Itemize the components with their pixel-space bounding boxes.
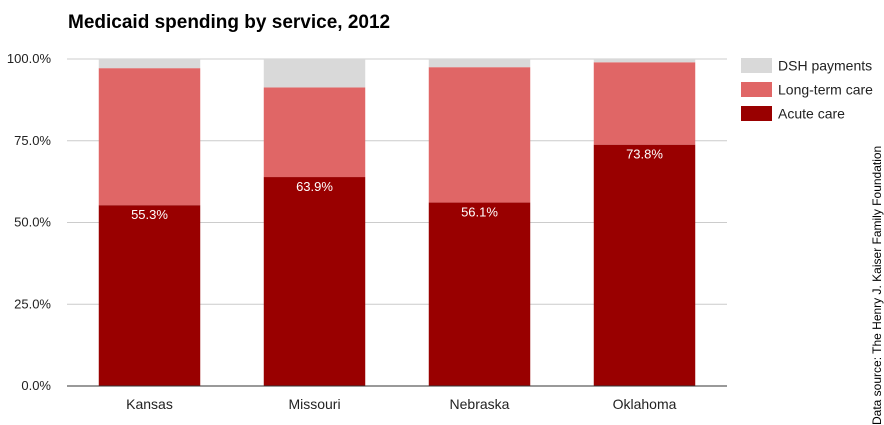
y-tick-label: 25.0% bbox=[14, 296, 51, 311]
data-label: 73.8% bbox=[626, 147, 663, 162]
bar-segment bbox=[98, 205, 201, 386]
bars: 55.3% 63.9% 56.1% 73.8% bbox=[98, 59, 696, 386]
y-tick-label: 100.0% bbox=[7, 51, 52, 66]
x-category-label: Nebraska bbox=[450, 396, 510, 412]
data-label: 56.1% bbox=[461, 205, 498, 220]
data-source-label: Data source: The Henry J. Kaiser Family … bbox=[870, 146, 884, 425]
bar-segment bbox=[428, 202, 531, 386]
legend-label: Long-term care bbox=[778, 82, 873, 98]
bar-segment bbox=[593, 59, 696, 63]
x-category-label: Oklahoma bbox=[613, 396, 677, 412]
bar-segment bbox=[98, 59, 201, 69]
data-label: 55.3% bbox=[131, 207, 168, 222]
bar-segment bbox=[428, 67, 531, 203]
y-tick-label: 50.0% bbox=[14, 215, 51, 230]
x-category-label: Kansas bbox=[126, 396, 173, 412]
legend: DSH payments Long-term care Acute care bbox=[741, 58, 873, 122]
bar-segment bbox=[98, 68, 201, 206]
bar-segment bbox=[593, 144, 696, 386]
bar-segment bbox=[593, 62, 696, 145]
bar-segment bbox=[263, 59, 366, 88]
data-label: 63.9% bbox=[296, 179, 333, 194]
y-tick-label: 0.0% bbox=[21, 378, 51, 393]
x-category-label: Missouri bbox=[288, 396, 340, 412]
bar-segment bbox=[428, 59, 531, 68]
legend-swatch bbox=[741, 82, 772, 97]
axes: 0.0% 25.0% 50.0% 75.0% 100.0% Kansas Missouri N… bbox=[7, 51, 727, 412]
legend-swatch bbox=[741, 106, 772, 121]
bar-segment bbox=[263, 177, 366, 386]
legend-label: DSH payments bbox=[778, 58, 872, 74]
y-tick-label: 75.0% bbox=[14, 133, 51, 148]
chart-title: Medicaid spending by service, 2012 bbox=[68, 12, 391, 33]
legend-swatch bbox=[741, 58, 772, 73]
bar-segment bbox=[263, 87, 366, 178]
legend-label: Acute care bbox=[778, 106, 845, 122]
